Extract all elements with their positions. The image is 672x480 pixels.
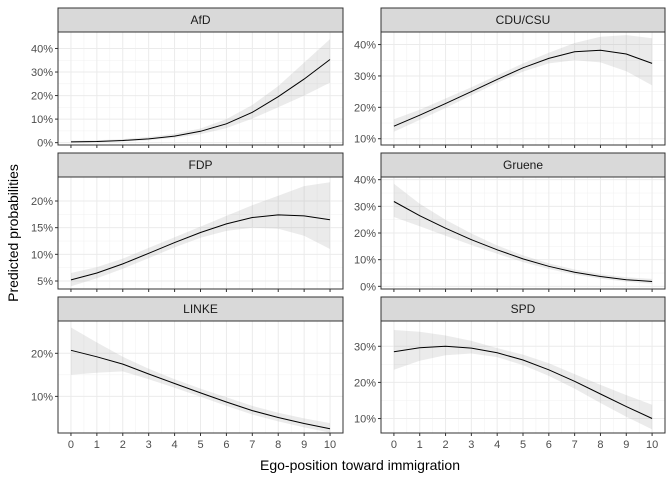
- x-tick-label: 3: [468, 439, 474, 451]
- prediction-line: [393, 49, 653, 127]
- panel-strip-label: FDP: [189, 158, 213, 172]
- panel-strip: [57, 296, 344, 322]
- y-tick-label: 20%: [31, 348, 53, 360]
- x-tick-label: 9: [301, 439, 307, 451]
- x-tick-label: 10: [324, 439, 336, 451]
- y-tick-label: 10%: [31, 249, 53, 261]
- panel-linke: LINKE 10% 20% 0 1 2 3 4 5 6 7 8 9 10: [31, 296, 344, 451]
- x-axis-title: Ego-position toward immigration: [260, 457, 460, 473]
- prediction-line: [393, 345, 653, 419]
- x-tick-label: 3: [146, 439, 152, 451]
- x-tick-label: 6: [223, 439, 229, 451]
- x-tick-label: 2: [442, 439, 448, 451]
- y-tick-label: 30%: [354, 201, 376, 213]
- panel-cdu-csu: CDU/CSU 10% 20% 30% 40%: [354, 7, 666, 148]
- y-tick-label: 30%: [31, 67, 53, 79]
- panel-afd: AfD 0% 10% 20% 30% 40%: [31, 7, 344, 150]
- panel-strip: [57, 7, 344, 33]
- x-tick-label: 1: [94, 439, 100, 451]
- confidence-band: [71, 327, 330, 433]
- x-tick-label: 4: [172, 439, 178, 451]
- y-tick-label: 0%: [360, 281, 376, 293]
- y-tick-label: 40%: [31, 43, 53, 55]
- x-tick-label: 5: [520, 439, 526, 451]
- panel-strip-label: Gruene: [503, 158, 543, 172]
- x-tick-label: 4: [494, 439, 500, 451]
- x-tick-label: 8: [275, 439, 281, 451]
- y-tick-label: 20%: [31, 196, 53, 208]
- y-tick-label: 15%: [31, 223, 53, 235]
- x-tick-label: 9: [623, 439, 629, 451]
- y-tick-label: 10%: [354, 255, 376, 267]
- y-tick-label: 10%: [31, 114, 53, 126]
- panel-spd: SPD 10% 20% 30% 0 1 2 3 4 5 6 7 8 9 10: [354, 296, 666, 451]
- panel-fdp: FDP 5% 10% 15% 20%: [31, 152, 344, 292]
- y-tick-label: 20%: [354, 228, 376, 240]
- x-tick-label: 7: [572, 439, 578, 451]
- x-tick-label: 5: [197, 439, 203, 451]
- y-tick-label: 20%: [31, 91, 53, 103]
- x-tick-label: 0: [391, 439, 397, 451]
- prediction-line: [70, 349, 331, 430]
- y-tick-label: 10%: [354, 414, 376, 426]
- x-tick-label: 0: [68, 439, 74, 451]
- confidence-band: [393, 330, 653, 430]
- prediction-line: [70, 214, 331, 281]
- facet-panels: AfD0%10%20%30%40%CDU/CSU10%20%30%40%FDP5…: [31, 7, 666, 451]
- y-tick-label: 10%: [31, 391, 53, 403]
- x-tick-label: 7: [249, 439, 255, 451]
- panel-strip-label: AfD: [190, 13, 210, 27]
- prediction-line: [393, 201, 653, 282]
- confidence-band: [393, 35, 653, 132]
- panel-strip-label: CDU/CSU: [496, 13, 551, 27]
- y-tick-label: 20%: [354, 102, 376, 114]
- y-tick-label: 30%: [354, 71, 376, 83]
- x-tick-label: 1: [417, 439, 423, 451]
- panel-strip-label: SPD: [511, 302, 536, 316]
- x-tick-label: 2: [120, 439, 126, 451]
- panel-strip: [57, 152, 344, 178]
- x-tick-label: 10: [646, 439, 658, 451]
- y-tick-label: 10%: [354, 134, 376, 146]
- y-tick-label: 40%: [354, 175, 376, 187]
- y-tick-label: 5%: [37, 276, 53, 288]
- prediction-line: [70, 59, 331, 143]
- panel-gruene: Gruene 0% 10% 20% 30% 40%: [354, 152, 666, 293]
- y-tick-label: 20%: [354, 377, 376, 389]
- confidence-band: [393, 183, 653, 284]
- y-tick-label: 30%: [354, 341, 376, 353]
- panel-strip: [380, 152, 666, 178]
- confidence-band: [71, 182, 330, 287]
- x-tick-label: 6: [546, 439, 552, 451]
- x-tick-label: 8: [597, 439, 603, 451]
- confidence-band: [71, 39, 330, 143]
- y-tick-label: 0%: [37, 138, 53, 150]
- y-axis-title: Predicted probabilities: [5, 164, 21, 302]
- y-tick-label: 40%: [354, 40, 376, 52]
- panel-strip-label: LINKE: [183, 302, 218, 316]
